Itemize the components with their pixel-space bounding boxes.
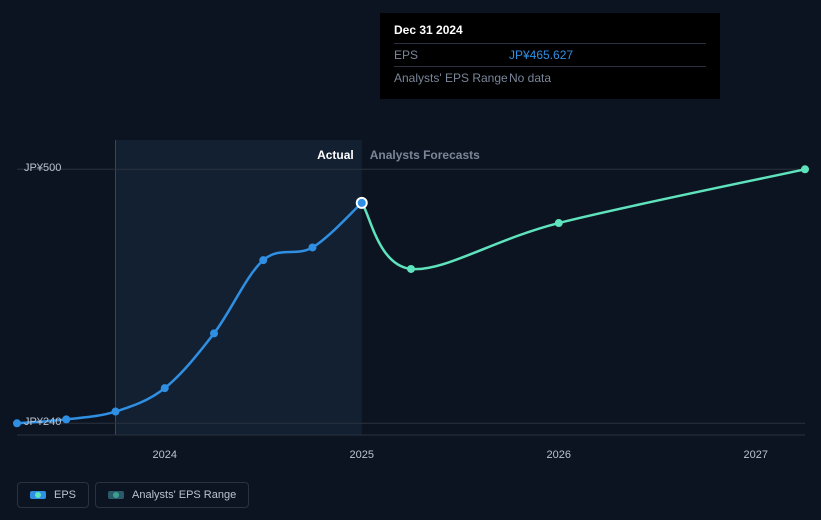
region-label-actual: Actual (317, 148, 354, 162)
legend-item-eps[interactable]: EPS (17, 482, 89, 508)
x-axis-label: 2026 (547, 449, 571, 461)
tooltip-row-value: JP¥465.627 (509, 48, 573, 62)
legend-item-range[interactable]: Analysts' EPS Range (95, 482, 249, 508)
tooltip-row-value: No data (509, 71, 551, 85)
y-axis-label: JP¥240 (24, 416, 61, 428)
x-axis-label: 2027 (744, 449, 768, 461)
tooltip-date: Dec 31 2024 (394, 23, 706, 37)
region-label-forecast: Analysts Forecasts (370, 148, 480, 162)
legend-item-label: EPS (54, 489, 76, 501)
tooltip-row-label: Analysts' EPS Range (394, 71, 509, 85)
x-axis-label: 2024 (153, 449, 177, 461)
tooltip-row: EPSJP¥465.627 (394, 43, 706, 66)
legend-swatch-icon (30, 491, 46, 499)
x-axis-label: 2025 (350, 449, 374, 461)
tooltip-row-label: EPS (394, 48, 509, 62)
legend-swatch-icon (108, 491, 124, 499)
tooltip-row: Analysts' EPS RangeNo data (394, 66, 706, 89)
chart-legend: EPS Analysts' EPS Range (17, 482, 249, 508)
y-axis-label: JP¥500 (24, 162, 61, 174)
chart-tooltip: Dec 31 2024 EPSJP¥465.627Analysts' EPS R… (380, 13, 720, 99)
eps-chart: Actual Analysts Forecasts Dec 31 2024 EP… (0, 0, 821, 520)
legend-item-label: Analysts' EPS Range (132, 489, 236, 501)
